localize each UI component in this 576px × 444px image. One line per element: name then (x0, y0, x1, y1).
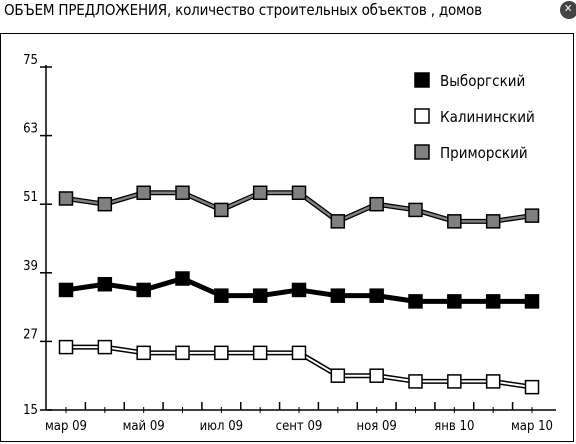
data-point (485, 214, 501, 229)
data-point (369, 288, 384, 303)
data-point (447, 294, 462, 309)
data-point (214, 288, 229, 303)
data-point (447, 214, 462, 229)
x-tick-label: май 09 (123, 419, 165, 434)
y-tick-label: 63 (23, 122, 38, 137)
chart-title: ОБЪЕМ ПРЕДЛОЖЕНИЯ, количество строительн… (4, 1, 482, 19)
data-point (136, 282, 151, 298)
data-point (97, 196, 113, 212)
data-point (485, 294, 501, 309)
data-point (524, 208, 540, 223)
data-point (447, 374, 462, 389)
data-point (58, 282, 74, 298)
data-point (175, 271, 190, 286)
legend-swatch (414, 72, 430, 88)
data-point (136, 185, 151, 201)
y-tick-label: 15 (23, 403, 38, 418)
data-point (252, 288, 268, 303)
legend-label: Выборгский (440, 72, 525, 90)
x-tick-label: сент 09 (276, 419, 323, 434)
data-point (175, 345, 190, 361)
data-point (408, 202, 423, 218)
legend-label: Приморский (440, 144, 528, 162)
legend-swatch (414, 144, 430, 160)
data-point (58, 191, 74, 206)
data-point (252, 345, 268, 361)
data-point (175, 185, 190, 201)
data-point (524, 294, 540, 309)
data-point (369, 196, 384, 212)
data-point (58, 339, 74, 355)
data-point (214, 345, 229, 361)
y-tick-label: 39 (23, 259, 38, 274)
data-point (330, 288, 346, 303)
y-tick-label: 51 (23, 190, 38, 205)
y-tick-label: 27 (23, 327, 38, 342)
data-point (408, 374, 423, 389)
data-point (252, 185, 268, 201)
data-point (291, 282, 307, 298)
data-point (291, 185, 307, 201)
legend-label: Калининский (440, 108, 535, 126)
data-point (524, 379, 540, 395)
chart-frame (0, 33, 574, 442)
data-point (369, 368, 384, 383)
close-circle-icon[interactable] (560, 1, 576, 19)
data-point (408, 294, 423, 309)
data-point (97, 339, 113, 355)
x-tick-label: мар 10 (511, 419, 553, 434)
legend-swatch (414, 108, 430, 124)
data-point (485, 374, 501, 389)
data-point (97, 276, 113, 292)
x-tick-label: янв 10 (434, 419, 474, 434)
x-tick-label: июл 09 (200, 419, 244, 434)
y-tick-label: 75 (23, 53, 38, 68)
data-point (330, 214, 346, 229)
x-tick-label: мар 09 (45, 419, 87, 434)
data-point (291, 345, 307, 361)
data-point (330, 368, 346, 383)
data-point (136, 345, 151, 361)
data-point (214, 202, 229, 218)
x-tick-label: ноя 09 (356, 419, 396, 434)
